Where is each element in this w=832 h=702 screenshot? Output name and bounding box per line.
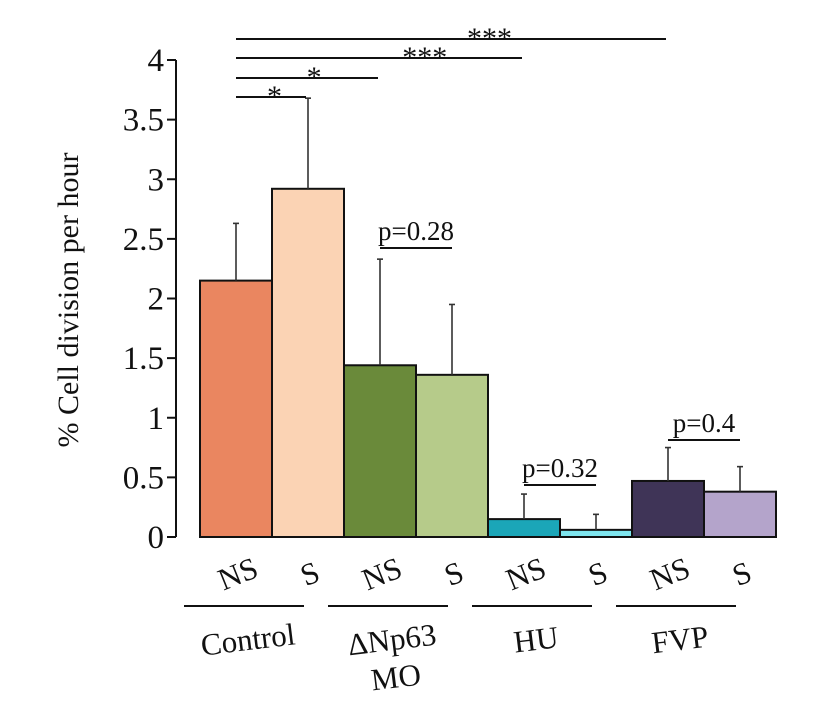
significance-label: p=0.32 bbox=[522, 453, 598, 483]
error-bars bbox=[233, 97, 743, 530]
bar-category-label: S bbox=[295, 554, 324, 593]
bar bbox=[559, 528, 633, 538]
group-label: HU bbox=[512, 619, 561, 659]
y-tick-label: 2 bbox=[148, 282, 165, 318]
y-tick-label: 2.5 bbox=[123, 222, 164, 258]
bar bbox=[703, 490, 777, 538]
y-tick-label: 3 bbox=[148, 162, 165, 198]
significance-brackets: ********p=0.28p=0.32p=0.4 bbox=[236, 22, 740, 486]
x-axis-labels: NS S NS S NS S NS S bbox=[213, 550, 756, 597]
y-tick-label: 1 bbox=[148, 401, 165, 437]
y-axis-label: % Cell division per hour bbox=[52, 153, 85, 448]
bar-category-label: NS bbox=[501, 550, 551, 597]
bar-category-label: S bbox=[439, 554, 468, 593]
y-tick-label: 0.5 bbox=[123, 460, 164, 496]
bar bbox=[199, 279, 273, 538]
bar-category-label: NS bbox=[357, 550, 407, 597]
group-label: ΔNp63 bbox=[346, 617, 438, 663]
significance-label: *** bbox=[467, 22, 512, 55]
bar bbox=[271, 187, 345, 538]
significance-label: p=0.4 bbox=[673, 408, 736, 438]
group-label-line2: MO bbox=[369, 657, 423, 698]
y-tick-label: 1.5 bbox=[123, 341, 164, 377]
y-tick-label: 4 bbox=[148, 43, 165, 79]
bar bbox=[343, 364, 417, 538]
bar bbox=[631, 479, 705, 539]
bar-category-label: S bbox=[583, 554, 612, 593]
group-label: FVP bbox=[650, 619, 711, 661]
y-axis: 0 0.5 1 1.5 2 2.5 3 3.5 4 bbox=[123, 43, 177, 556]
group-label: Control bbox=[199, 616, 297, 662]
bar-category-label: NS bbox=[645, 550, 695, 597]
y-tick-label: 3.5 bbox=[123, 103, 164, 139]
significance-label: p=0.28 bbox=[378, 216, 454, 246]
significance-label: * bbox=[307, 61, 322, 94]
bar-category-label: NS bbox=[213, 550, 263, 597]
bars bbox=[199, 187, 777, 539]
bar bbox=[415, 373, 489, 538]
y-tick-label: 0 bbox=[148, 520, 165, 556]
significance-label: *** bbox=[402, 41, 447, 74]
bar-category-label: S bbox=[727, 554, 756, 593]
bar bbox=[487, 518, 561, 538]
significance-label: * bbox=[267, 80, 282, 113]
